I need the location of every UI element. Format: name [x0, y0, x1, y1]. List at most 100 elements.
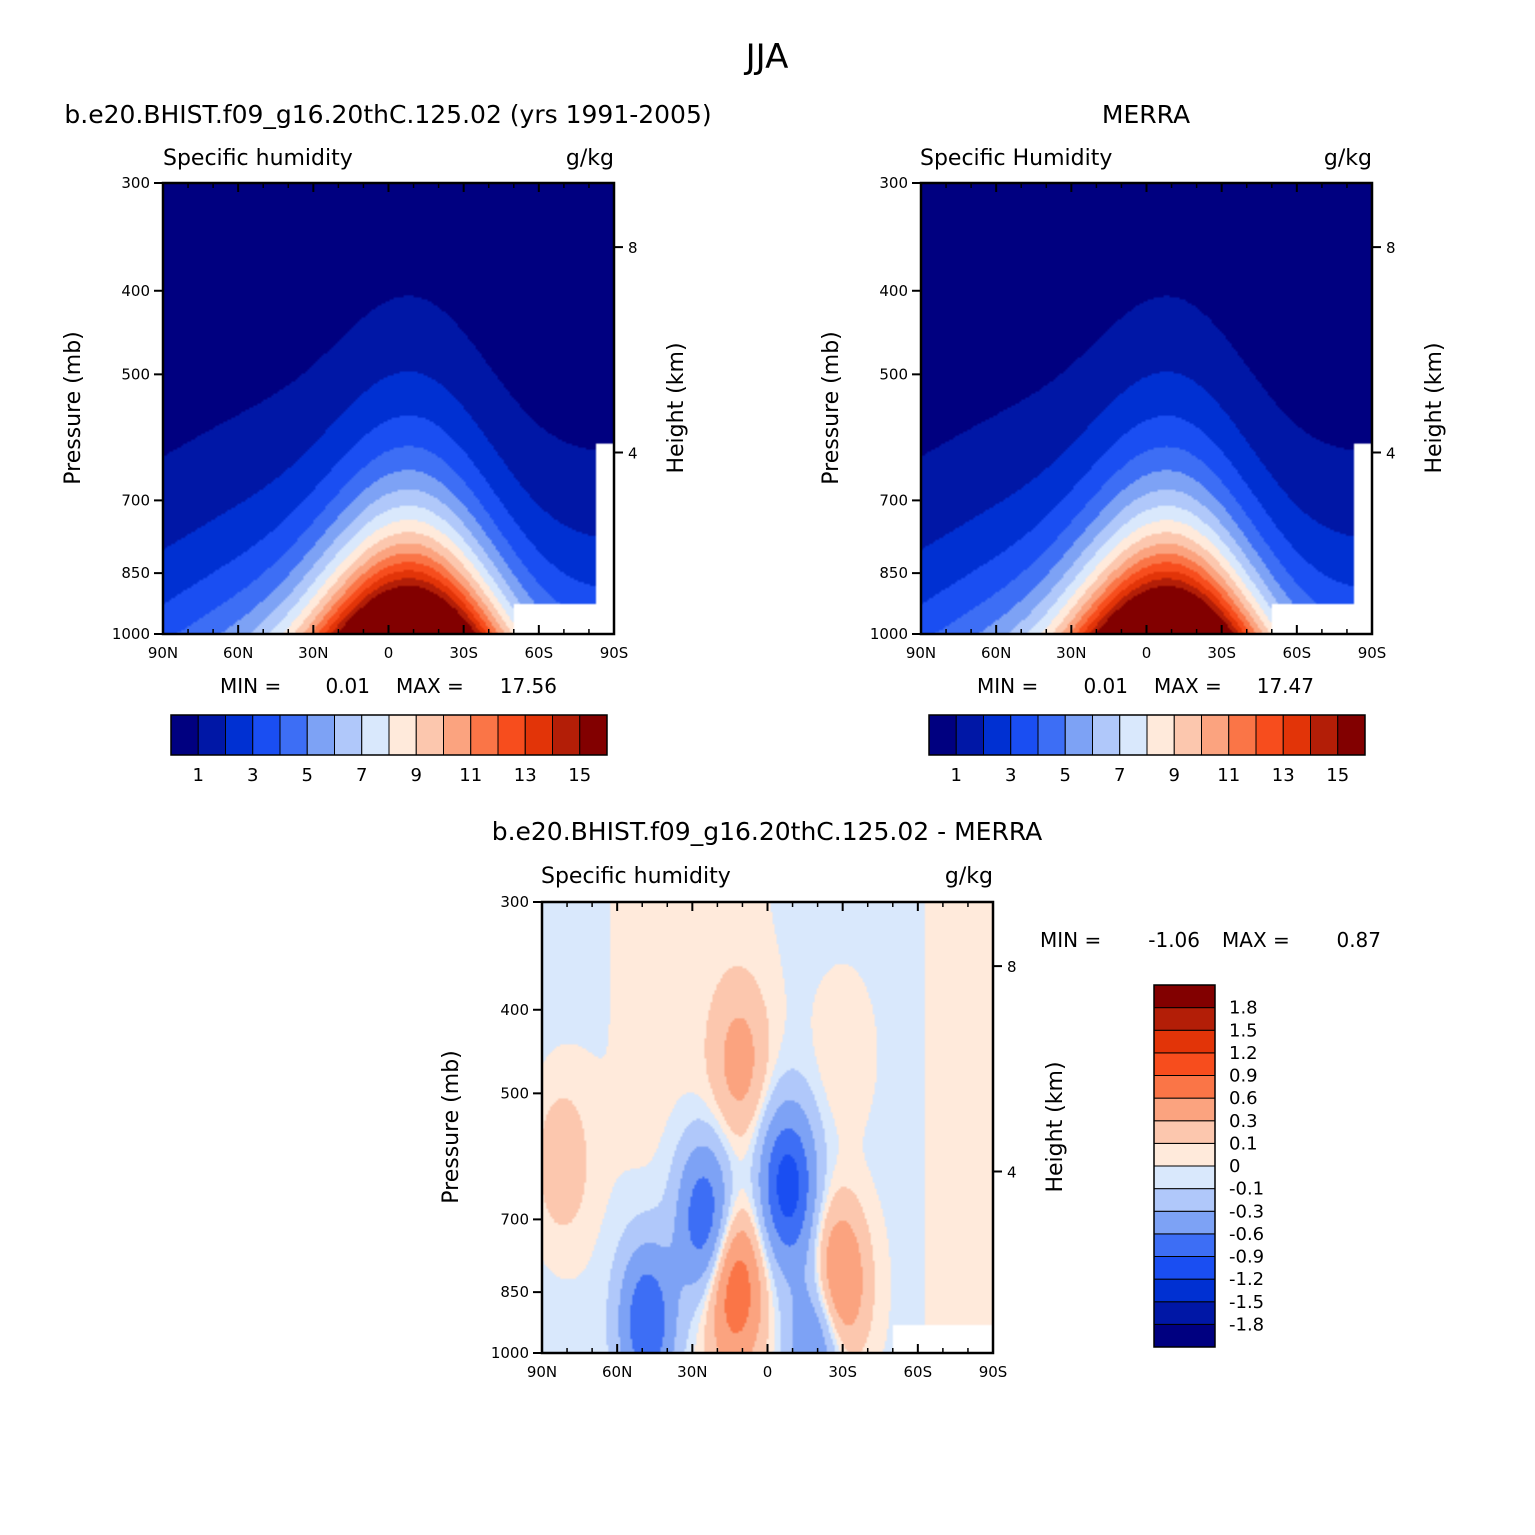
y2-tick-label: 4 — [628, 445, 638, 463]
colorbar-label: 5 — [302, 765, 313, 786]
colorbar-box — [1153, 1120, 1216, 1144]
colorbar-label: 0.3 — [1229, 1111, 1258, 1132]
y-tick-label: 850 — [879, 564, 908, 582]
colorbar-label: 1 — [951, 765, 962, 786]
colorbar-label: 0.6 — [1229, 1088, 1258, 1109]
panel-difference-contour-image — [542, 902, 993, 1353]
colorbar-label: -1.5 — [1229, 1292, 1264, 1313]
y-tick-label: 500 — [879, 365, 908, 383]
panel-model-min-value: 0.01 — [325, 674, 370, 698]
colorbar-label: 9 — [411, 765, 422, 786]
colorbar-label: 3 — [1005, 765, 1016, 786]
y-tick-label: 300 — [879, 174, 908, 192]
colorbar-label: 9 — [1169, 765, 1180, 786]
colorbar-label: 3 — [247, 765, 258, 786]
colorbar-box — [1228, 714, 1257, 756]
panel-difference-axes: 90N 60N 30N 0 30S 60S 90S 300 400 500 700 850 1000 8 4 — [491, 893, 1017, 1381]
panel-model-axes: 90N 60N 30N 0 30S 60S 90S 300 400 500 700 850 1000 8 4 — [112, 174, 638, 662]
x-tick-label: 90N — [906, 644, 936, 662]
panel-merra-units: g/kg — [1324, 146, 1372, 171]
colorbar-box — [443, 714, 472, 756]
colorbar-label: -0.9 — [1229, 1247, 1264, 1268]
colorbar-label: 1.2 — [1229, 1043, 1258, 1064]
colorbar-box — [470, 714, 499, 756]
colorbar-frame — [928, 714, 1366, 756]
y-tick-label: 300 — [500, 893, 529, 911]
colorbar-frame — [170, 714, 608, 756]
colorbar-box — [1153, 1233, 1216, 1257]
colorbar-box — [197, 714, 226, 756]
x-tick-label: 60N — [602, 1363, 632, 1381]
panel-difference-title: b.e20.BHIST.f09_g16.20thC.125.02 - MERRA — [492, 817, 1043, 846]
colorbar-label: 15 — [568, 765, 591, 786]
colorbar-box — [1037, 714, 1066, 756]
x-tick-label: 30N — [677, 1363, 707, 1381]
y2-tick-label: 4 — [1386, 445, 1396, 463]
colorbar-box — [1310, 714, 1339, 756]
panel-model-min-label: MIN = — [220, 674, 281, 698]
colorbar-label: 0.9 — [1229, 1066, 1258, 1087]
panel-difference-min-label: MIN = — [1040, 928, 1101, 952]
colorbar-box — [170, 714, 199, 756]
panel-model-max-value: 17.56 — [500, 674, 557, 698]
colorbar-label: 5 — [1060, 765, 1071, 786]
x-tick-label: 30N — [298, 644, 328, 662]
colorbar-box — [1153, 1097, 1216, 1122]
panel-merra-field — [921, 183, 1372, 634]
colorbar-box — [306, 714, 335, 756]
colorbar-box — [1255, 714, 1284, 756]
x-tick-label: 60N — [223, 644, 253, 662]
x-tick-label: 0 — [384, 644, 394, 662]
colorbar-box — [1119, 714, 1148, 756]
panel-model-title: b.e20.BHIST.f09_g16.20thC.125.02 (yrs 19… — [64, 100, 711, 129]
y-tick-label: 300 — [121, 174, 150, 192]
colorbar-box — [497, 714, 526, 756]
x-tick-label: 30N — [1056, 644, 1086, 662]
figure-title: JJA — [744, 37, 789, 77]
colorbar-box — [388, 714, 417, 756]
colorbar-box — [1010, 714, 1039, 756]
x-tick-label: 90S — [600, 644, 629, 662]
panel-difference-variable: Specific humidity — [541, 864, 731, 889]
colorbar-label: 11 — [459, 765, 482, 786]
y2-tick-label: 8 — [1007, 958, 1017, 976]
colorbar-box — [1153, 1007, 1216, 1031]
colorbar-box — [1146, 714, 1175, 756]
x-tick-label: 90S — [979, 1363, 1008, 1381]
panel-difference-ylabel: Pressure (mb) — [439, 1050, 464, 1204]
y-tick-label: 700 — [121, 491, 150, 509]
y-tick-label: 500 — [121, 365, 150, 383]
x-tick-label: 30S — [1207, 644, 1236, 662]
panel-difference-max-value: 0.87 — [1336, 928, 1381, 952]
colorbar-box — [1153, 1256, 1216, 1280]
colorbar-box — [1153, 1188, 1216, 1212]
y-tick-label: 700 — [500, 1210, 529, 1228]
x-tick-label: 60S — [1283, 644, 1312, 662]
panel-merra-contour-image — [921, 183, 1372, 634]
y-tick-label: 400 — [500, 1001, 529, 1019]
colorbar-frame — [1153, 984, 1216, 1348]
panel-difference: b.e20.BHIST.f09_g16.20thC.125.02 - MERRA… — [439, 817, 1381, 1381]
panel-merra-y2label: Height (km) — [1422, 342, 1447, 473]
colorbar-box — [1153, 1301, 1216, 1325]
panel-model: b.e20.BHIST.f09_g16.20thC.125.02 (yrs 19… — [61, 100, 712, 786]
colorbar-box — [334, 714, 363, 756]
colorbar-label: 13 — [514, 765, 537, 786]
panel-merra-min-label: MIN = — [977, 674, 1038, 698]
colorbar-box — [252, 714, 281, 756]
panel-difference-field — [542, 902, 993, 1353]
colorbar-label: -1.8 — [1229, 1314, 1264, 1335]
panel-model-y2label: Height (km) — [664, 342, 689, 473]
y-tick-label: 850 — [121, 564, 150, 582]
colorbar-box — [279, 714, 308, 756]
colorbar-box — [1153, 1278, 1216, 1303]
x-tick-label: 90N — [148, 644, 178, 662]
panel-merra-colorbar: 1 3 5 7 9 11 13 15 — [928, 714, 1366, 786]
panel-model-max-label: MAX = — [396, 674, 464, 698]
y-tick-label: 400 — [879, 282, 908, 300]
colorbar-box — [1173, 714, 1202, 756]
panel-difference-min-value: -1.06 — [1148, 928, 1200, 952]
colorbar-label: 1 — [193, 765, 204, 786]
panel-merra-axes: 90N 60N 30N 0 30S 60S 90S 300 400 500 700 850 1000 8 4 — [870, 174, 1396, 662]
